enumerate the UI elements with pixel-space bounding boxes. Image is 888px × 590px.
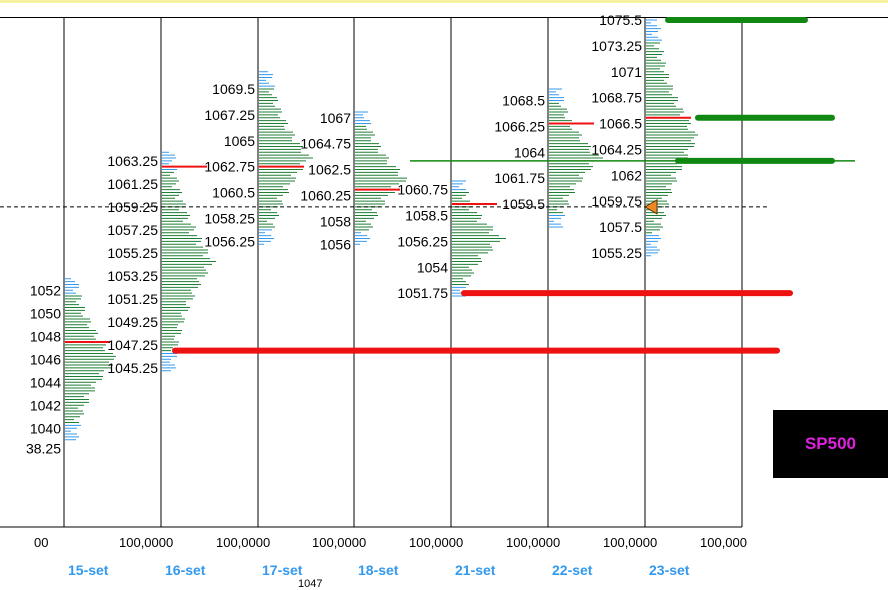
price-label: 38.25 bbox=[26, 440, 61, 456]
price-label: 1062.5 bbox=[308, 162, 351, 178]
price-label: 1053.25 bbox=[107, 268, 158, 284]
price-label: 1055.25 bbox=[591, 245, 642, 261]
symbol-label: SP500 bbox=[804, 434, 857, 453]
price-label: 1064.25 bbox=[591, 141, 642, 157]
day-profile-17-set: 1069.5 1067.25 1065 1062.75 1060.5 1058.25 105… bbox=[204, 71, 313, 578]
day-profile-22-set: 1068.5 1066.25 1064 1061.75 1059.5 22-set bbox=[494, 88, 603, 578]
price-label: 1059.25 bbox=[107, 199, 158, 215]
price-label: 1044 bbox=[30, 374, 61, 390]
price-label: 1051.25 bbox=[107, 291, 158, 307]
price-label: 1046 bbox=[30, 351, 61, 367]
price-label: 1060.5 bbox=[212, 185, 255, 201]
price-label: 1049.25 bbox=[107, 314, 158, 330]
price-label: 1042 bbox=[30, 397, 61, 413]
price-label: 1048 bbox=[30, 328, 61, 344]
price-label: 1062 bbox=[611, 167, 642, 183]
price-label: 1058 bbox=[320, 213, 351, 229]
price-label: 1071 bbox=[611, 64, 642, 80]
symbol-badge: SP500 bbox=[773, 410, 888, 478]
price-label: 1060.25 bbox=[300, 187, 351, 203]
price-label: 1068.75 bbox=[591, 90, 642, 106]
price-label: 1052 bbox=[30, 282, 61, 298]
day-profile-16-set: 1063.25 1061.25 1059.25 1057.25 1055.25 1053.… bbox=[107, 151, 216, 578]
day-profile-18-set: 1067 1064.75 1062.5 1060.25 1058 1056 18-set bbox=[300, 110, 407, 578]
price-label: 1064.75 bbox=[300, 136, 351, 152]
x-tick-label: 100,000 bbox=[700, 535, 747, 550]
price-label: 1060.75 bbox=[397, 182, 448, 198]
top-axis-line bbox=[0, 17, 888, 18]
price-label: 1063.25 bbox=[107, 153, 158, 169]
x-tick-label: 100,0000 bbox=[603, 535, 657, 550]
price-label: 1047.25 bbox=[107, 337, 158, 353]
price-label: 1067 bbox=[320, 110, 351, 126]
x-tick-label: 100,0000 bbox=[409, 535, 463, 550]
price-label: 1056.25 bbox=[204, 233, 255, 249]
x-tick-label: 100,0000 bbox=[119, 535, 173, 550]
price-label: 1056.25 bbox=[397, 233, 448, 249]
day-profile-23-set: 1075.5 1073.25 1071 1068.75 1066.5 1064.25 106… bbox=[591, 12, 698, 578]
price-label: 1056 bbox=[320, 236, 351, 252]
price-label: 1075.5 bbox=[599, 12, 642, 28]
price-label: 1067.25 bbox=[204, 107, 255, 123]
price-label: 1045.25 bbox=[107, 360, 158, 376]
price-label: 1040 bbox=[30, 420, 61, 436]
current-price-marker bbox=[644, 199, 658, 215]
x-tick-label: 00 bbox=[34, 535, 48, 550]
day-label: 15-set bbox=[68, 562, 109, 578]
price-label: 1062.75 bbox=[204, 159, 255, 175]
price-label: 1066.25 bbox=[494, 118, 545, 134]
price-label: 1050 bbox=[30, 305, 61, 321]
day-profile-21-set: 1060.75 1058.5 1056.25 1054 1051.75 21-set bbox=[397, 180, 506, 578]
day-label: 23-set bbox=[649, 562, 690, 578]
price-label: 1059.75 bbox=[591, 193, 642, 209]
price-label: 1065 bbox=[224, 133, 255, 149]
price-label: 1058.25 bbox=[204, 210, 255, 226]
price-label: 1061.75 bbox=[494, 170, 545, 186]
price-label: 1061.25 bbox=[107, 176, 158, 192]
x-tick-label: 100,0000 bbox=[506, 535, 560, 550]
price-label: 1057.5 bbox=[599, 219, 642, 235]
price-label: 1059.5 bbox=[502, 196, 545, 212]
price-label: 1064 bbox=[514, 144, 545, 160]
x-tick-label: 100,0000 bbox=[216, 535, 270, 550]
price-label: 1068.5 bbox=[502, 93, 545, 109]
price-label: 1051.75 bbox=[397, 285, 448, 301]
day-label: 18-set bbox=[358, 562, 399, 578]
day-label: 16-set bbox=[165, 562, 206, 578]
price-label: 1069.5 bbox=[212, 81, 255, 97]
price-label: 1055.25 bbox=[107, 245, 158, 261]
footer-price-label: 1047 bbox=[298, 578, 323, 590]
price-label: 1066.5 bbox=[599, 116, 642, 132]
price-label: 1054 bbox=[417, 259, 448, 275]
top-border bbox=[0, 0, 888, 3]
day-label: 22-set bbox=[552, 562, 593, 578]
day-label: 17-set bbox=[262, 562, 303, 578]
price-label: 1058.5 bbox=[405, 208, 448, 224]
x-tick-label: 100,0000 bbox=[312, 535, 366, 550]
price-label: 1073.25 bbox=[591, 38, 642, 54]
price-label: 1057.25 bbox=[107, 222, 158, 238]
day-profile-15-set: 1052 1050 1048 1046 1044 1042 1040 38.25 15-set bbox=[26, 278, 116, 578]
day-label: 21-set bbox=[455, 562, 496, 578]
